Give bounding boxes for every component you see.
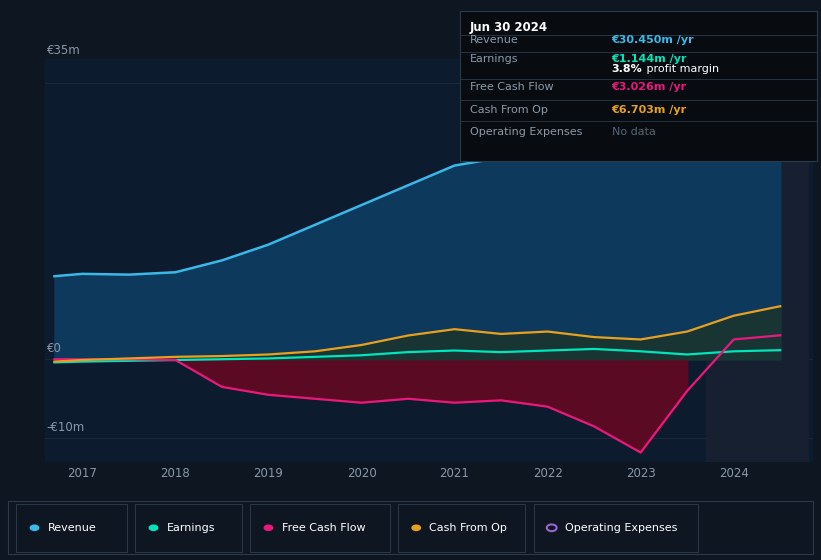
Text: €1.144m /yr: €1.144m /yr — [612, 54, 687, 64]
Text: Operating Expenses: Operating Expenses — [565, 523, 677, 533]
Text: profit margin: profit margin — [643, 64, 719, 74]
Text: No data: No data — [612, 127, 655, 137]
Text: €30.450m /yr: €30.450m /yr — [612, 35, 695, 45]
Text: €0: €0 — [47, 342, 62, 355]
Text: Revenue: Revenue — [48, 523, 96, 533]
Text: 3.8%: 3.8% — [612, 64, 642, 74]
Text: Jun 30 2024: Jun 30 2024 — [470, 21, 548, 34]
Text: -€10m: -€10m — [47, 421, 85, 434]
Text: Operating Expenses: Operating Expenses — [470, 127, 582, 137]
Text: Free Cash Flow: Free Cash Flow — [282, 523, 365, 533]
Text: €35m: €35m — [47, 44, 80, 57]
Text: Cash From Op: Cash From Op — [429, 523, 507, 533]
Text: Cash From Op: Cash From Op — [470, 105, 548, 114]
Text: €3.026m /yr: €3.026m /yr — [612, 82, 687, 92]
Text: Earnings: Earnings — [470, 54, 518, 64]
Text: Revenue: Revenue — [470, 35, 518, 45]
Text: Free Cash Flow: Free Cash Flow — [470, 82, 553, 92]
Bar — [706, 59, 808, 462]
Text: €6.703m /yr: €6.703m /yr — [612, 105, 687, 114]
Text: Earnings: Earnings — [167, 523, 215, 533]
